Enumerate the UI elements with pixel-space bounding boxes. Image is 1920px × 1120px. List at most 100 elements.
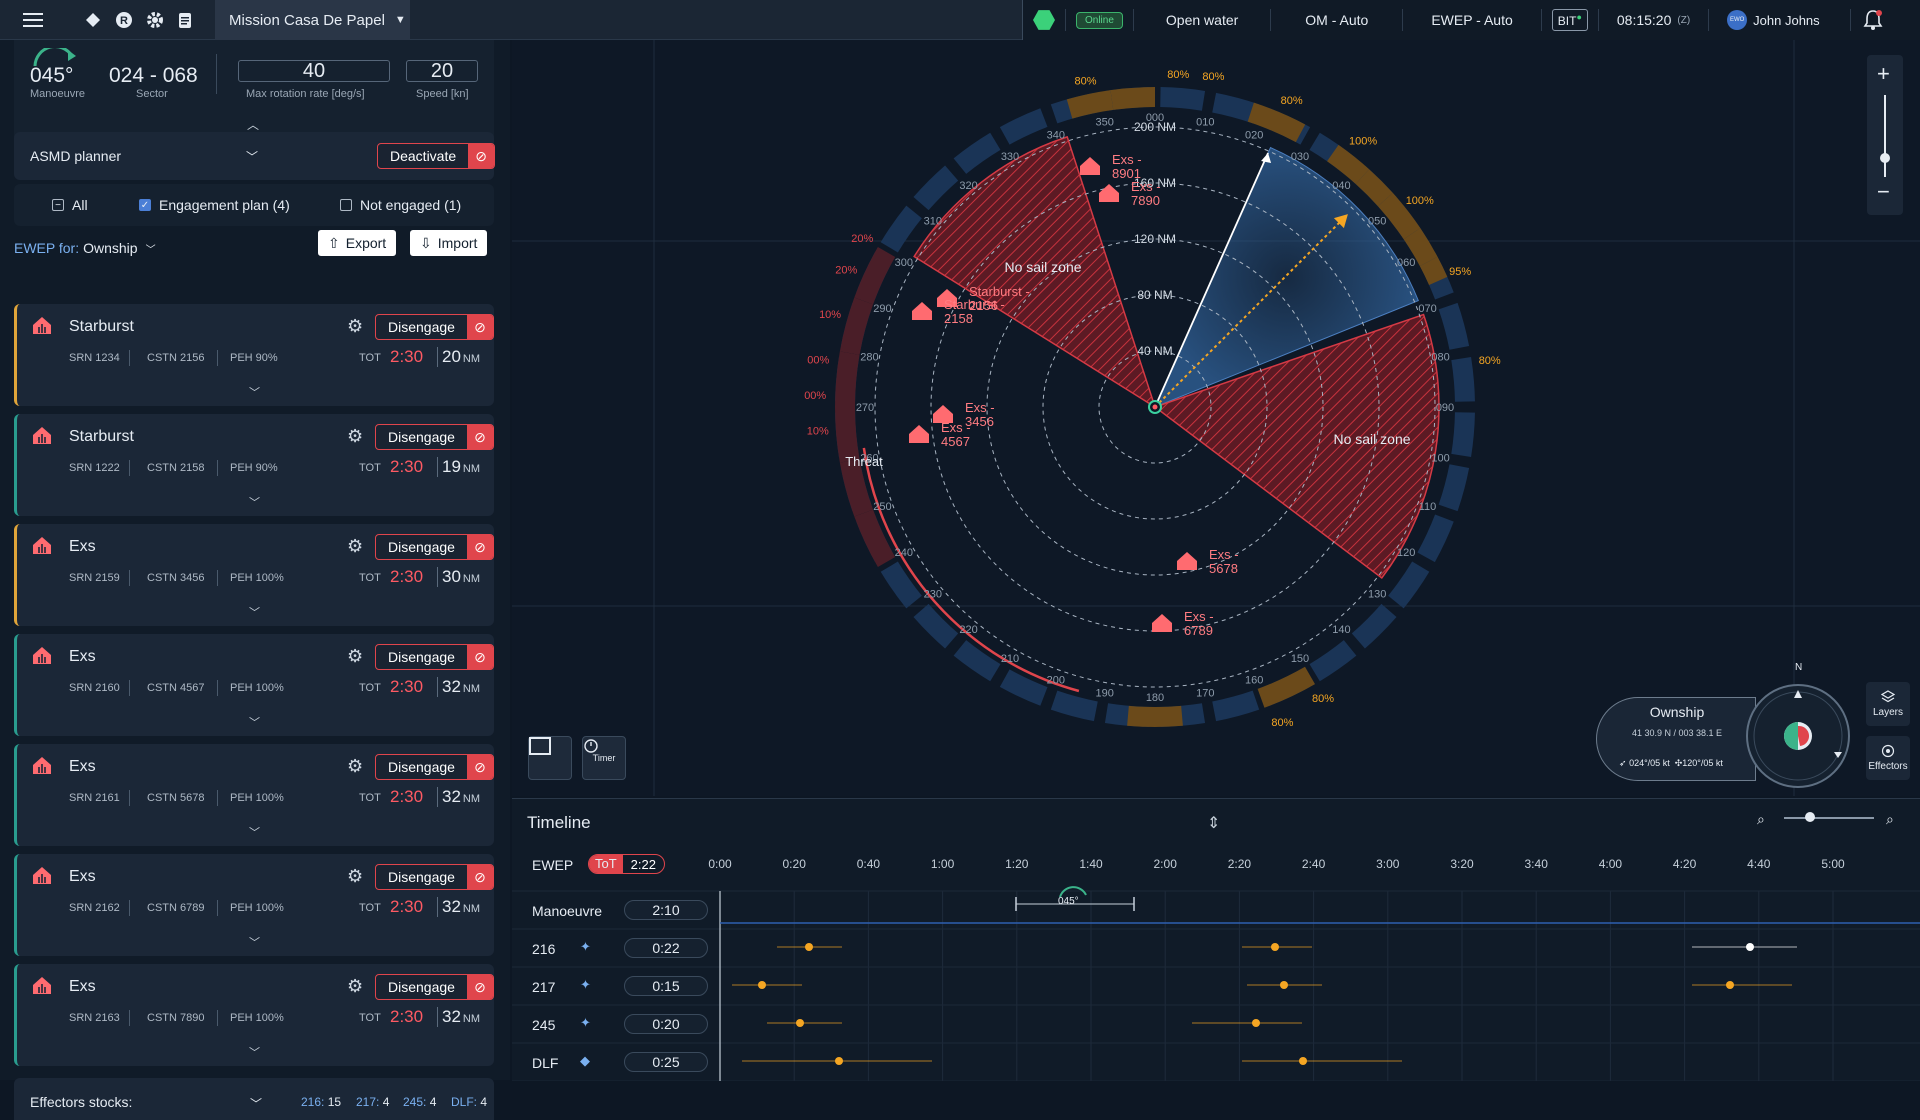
filter-engagement[interactable]: ✓ Engagement plan (4)	[139, 197, 290, 213]
speed-input[interactable]: 20	[406, 60, 478, 82]
ewep-selector[interactable]: EWEP for: Ownship ﹀	[14, 230, 494, 266]
gear-icon[interactable]	[140, 5, 170, 35]
bearing-label: 000	[1146, 112, 1164, 124]
settings-icon[interactable]: ⚙	[347, 976, 364, 996]
tactical-map[interactable]: 40 NM 80 NM 120 NM 160 NM 200 NM 000 010 020 030…	[512, 40, 1920, 796]
bearing-label: 340	[1047, 129, 1065, 141]
rotation-input[interactable]: 40	[238, 60, 390, 82]
percentage-label: 00%	[804, 390, 826, 402]
rotation-label: Max rotation rate [deg/s]	[246, 88, 365, 100]
timeline-chart[interactable]	[512, 799, 1920, 1081]
chevron-down-icon[interactable]: ﹀	[249, 1047, 260, 1059]
settings-icon[interactable]: ⚙	[347, 866, 364, 886]
disengage-button[interactable]: Disengage ⊘	[375, 974, 494, 1000]
timeline-zoom-handle[interactable]	[1805, 812, 1815, 822]
zoom-out-icon[interactable]: −	[1877, 179, 1890, 204]
effectors-button[interactable]: Effectors	[1866, 736, 1910, 780]
zoom-out-search-icon[interactable]: ⌕	[1757, 811, 1765, 827]
row-duration[interactable]: 0:25	[624, 1052, 708, 1072]
filter-all[interactable]: − All	[52, 197, 88, 213]
menu-icon[interactable]	[18, 5, 48, 35]
chevron-down-icon[interactable]: ﹀	[249, 387, 260, 399]
chevron-down-icon[interactable]: ﹀	[250, 1097, 263, 1111]
ownship-card[interactable]: Ownship 41 30.9 N / 003 38.1 E ➶ 024°/05…	[1596, 697, 1756, 781]
disengage-button[interactable]: Disengage ⊘	[375, 424, 494, 450]
asmd-planner-row[interactable]: ASMD planner ﹀ Deactivate ⊘	[14, 132, 496, 180]
export-button[interactable]: ⇧ Export	[318, 230, 397, 256]
prohibit-icon: ⊘	[466, 645, 493, 669]
chevron-down-icon[interactable]: ﹀	[246, 149, 259, 164]
settings-icon[interactable]: ⚙	[347, 316, 364, 336]
bearing-label: 280	[860, 352, 878, 364]
zoom-track[interactable]	[1884, 95, 1886, 177]
settings-icon[interactable]: ⚙	[347, 646, 364, 666]
collapse-arrows-icon[interactable]: ⇕	[1207, 815, 1221, 832]
disengage-button[interactable]: Disengage ⊘	[375, 644, 494, 670]
bit-cell[interactable]: BIT●	[1542, 9, 1599, 31]
timeline-row[interactable]: 245 ✦ 0:20	[512, 1005, 1920, 1043]
percentage-label: 20%	[851, 233, 873, 245]
effectors-stocks[interactable]: Effectors stocks: ﹀ 216: 15 217: 4 245: …	[14, 1078, 494, 1120]
disengage-button[interactable]: Disengage ⊘	[375, 534, 494, 560]
timeline-row[interactable]: Manoeuvre 2:10	[512, 891, 1920, 929]
timeline-row[interactable]: 217 ✦ 0:15	[512, 967, 1920, 1005]
engagement-card[interactable]: Exs ⚙ Disengage ⊘ SRN 2159 CSTN 3456 PEH 100% T…	[14, 524, 494, 626]
import-button[interactable]: ⇩ Import	[410, 230, 488, 256]
threat-icon-wrap	[31, 865, 53, 885]
engagement-card[interactable]: Exs ⚙ Disengage ⊘ SRN 2161 CSTN 5678 PEH 100% T…	[14, 744, 494, 846]
layers-button[interactable]: Layers	[1866, 682, 1910, 726]
bell-icon[interactable]	[1851, 9, 1895, 31]
bearing-label: 190	[1095, 688, 1113, 700]
chevron-down-icon[interactable]: ﹀	[249, 827, 260, 839]
disengage-button[interactable]: Disengage ⊘	[375, 314, 494, 340]
zoom-handle[interactable]	[1880, 153, 1890, 163]
disengage-button[interactable]: Disengage ⊘	[375, 754, 494, 780]
settings-icon[interactable]: ⚙	[347, 756, 364, 776]
diamond-icon[interactable]	[78, 5, 108, 35]
settings-icon[interactable]: ⚙	[347, 536, 364, 556]
chevron-down-icon[interactable]: ﹀	[249, 607, 260, 619]
engagement-card[interactable]: Starburst ⚙ Disengage ⊘ SRN 1234 CSTN 2156 PEH…	[14, 304, 494, 406]
rectangle-tool-button[interactable]	[528, 736, 572, 780]
clipboard-icon[interactable]	[170, 5, 200, 35]
chevron-down-icon[interactable]: ﹀	[249, 717, 260, 729]
zoom-control[interactable]: + −	[1867, 55, 1903, 215]
system-status-icon[interactable]	[1023, 9, 1066, 31]
card-tot-label: TOT	[359, 902, 381, 914]
user-menu[interactable]: EWO John Johns	[1709, 9, 1851, 31]
ewep-mode[interactable]: EWEP - Auto	[1403, 9, 1542, 31]
row-duration[interactable]: 0:20	[624, 1014, 708, 1034]
row-duration[interactable]: 0:15	[624, 976, 708, 996]
bearing-ring-segment	[1451, 356, 1475, 402]
row-duration[interactable]: 0:22	[624, 938, 708, 958]
bearing-ring-segment	[880, 561, 922, 609]
om-mode[interactable]: OM - Auto	[1271, 9, 1404, 31]
timer-button[interactable]: Timer	[582, 736, 626, 780]
water-status[interactable]: Open water	[1134, 9, 1272, 31]
filter-all-label: All	[72, 197, 88, 213]
collapse-icon[interactable]: ︿	[247, 118, 260, 132]
r-badge-icon[interactable]: R	[109, 5, 139, 35]
settings-icon[interactable]: ⚙	[347, 426, 364, 446]
timeline-row[interactable]: 216 ✦ 0:22	[512, 929, 1920, 967]
compass[interactable]	[1746, 684, 1850, 788]
disengage-button[interactable]: Disengage ⊘	[375, 864, 494, 890]
engagement-card[interactable]: Exs ⚙ Disengage ⊘ SRN 2162 CSTN 6789 PEH 100% T…	[14, 854, 494, 956]
zoom-in-icon[interactable]: +	[1877, 61, 1890, 86]
row-duration[interactable]: 2:10	[624, 900, 708, 920]
contact-id: 2156	[969, 298, 998, 313]
engagement-card[interactable]: Exs ⚙ Disengage ⊘ SRN 2163 CSTN 7890 PEH 100% T…	[14, 964, 494, 1066]
timeline-row[interactable]: DLF ◆ 0:25	[512, 1043, 1920, 1081]
zoom-in-search-icon[interactable]: ⌕	[1886, 811, 1894, 827]
bearing-ring-segment	[1388, 561, 1430, 609]
deactivate-button[interactable]: Deactivate ⊘	[377, 143, 496, 169]
timeline-zoom-track[interactable]	[1784, 817, 1874, 819]
contact-id: 6789	[1184, 623, 1213, 638]
mission-selector[interactable]: Mission Casa De Papel ▼	[215, 0, 410, 40]
engagement-card[interactable]: Exs ⚙ Disengage ⊘ SRN 2160 CSTN 4567 PEH 100% T…	[14, 634, 494, 736]
chevron-down-icon[interactable]: ﹀	[249, 497, 260, 509]
engagement-card[interactable]: Starburst ⚙ Disengage ⊘ SRN 1222 CSTN 2158 PEH…	[14, 414, 494, 516]
chevron-down-icon[interactable]: ﹀	[249, 937, 260, 949]
filter-not-engaged[interactable]: Not engaged (1)	[340, 197, 461, 213]
